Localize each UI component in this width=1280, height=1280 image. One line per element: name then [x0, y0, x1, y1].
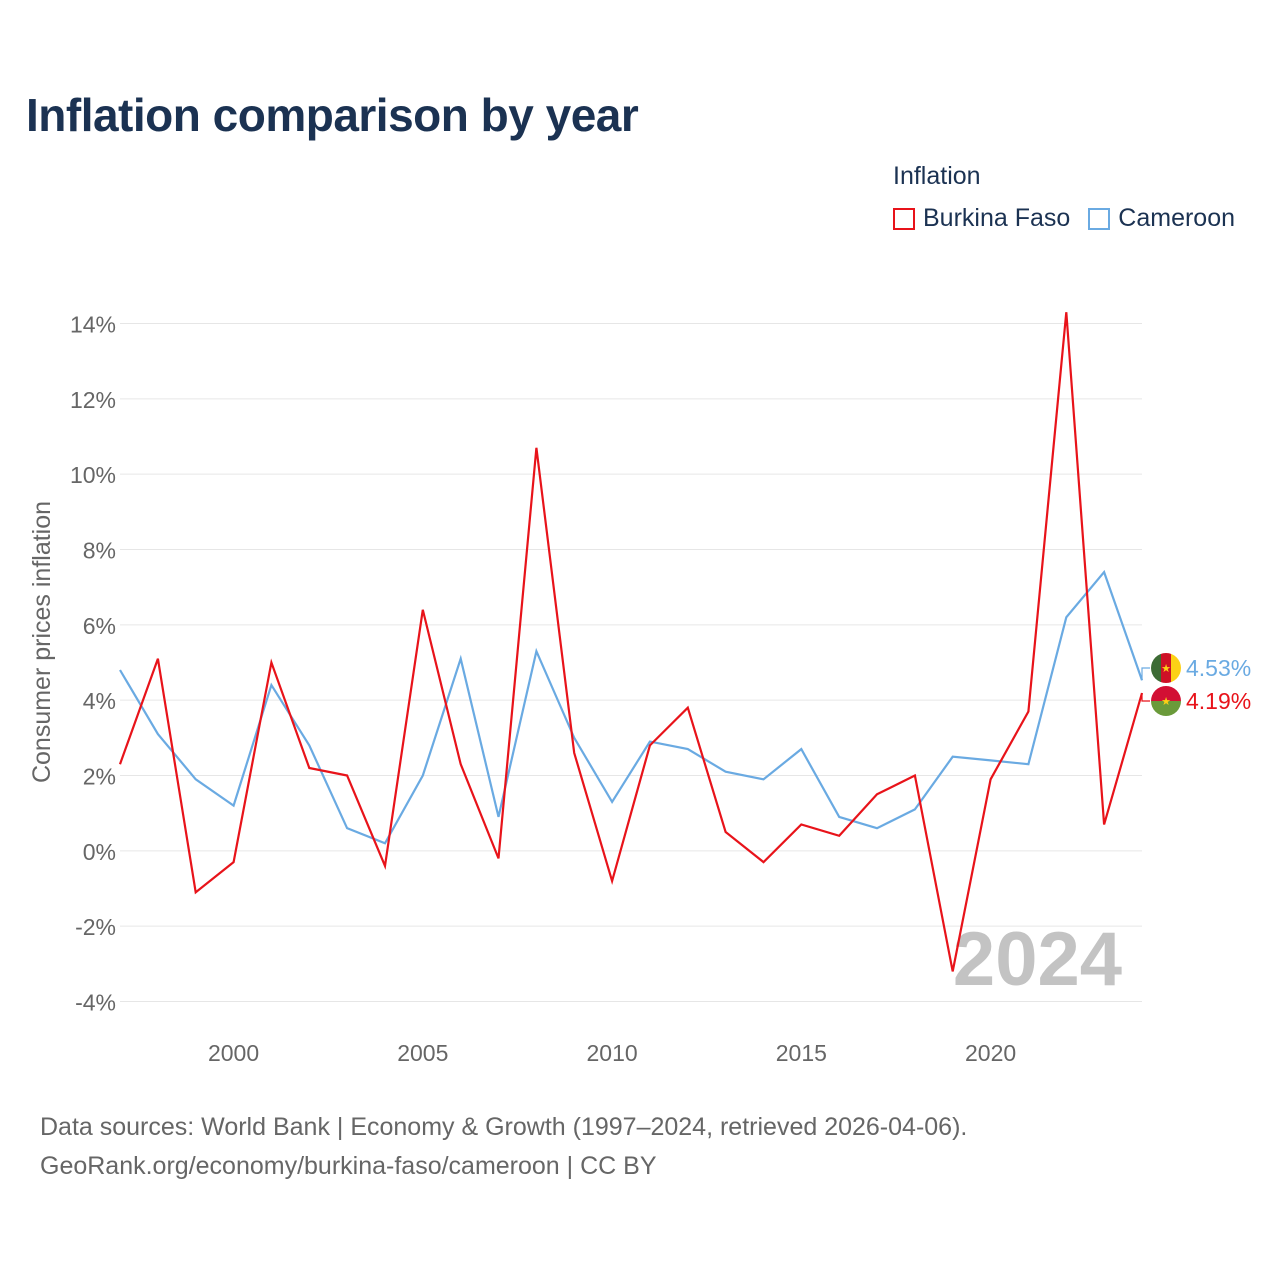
y-tick-label: 2% [83, 764, 116, 790]
footer-link[interactable]: GeoRank.org/economy/burkina-faso/cameroo… [40, 1152, 657, 1180]
y-tick-label: -4% [75, 990, 116, 1016]
y-tick-label: 14% [70, 312, 116, 338]
series-lines [118, 312, 1144, 972]
end-markers: ★ 4.19% ★ 4.53% [1141, 653, 1251, 716]
series-line-burkina-faso [118, 312, 1144, 972]
legend-item-burkina-faso[interactable]: Burkina Faso [893, 204, 1070, 233]
legend-item-cameroon[interactable]: Cameroon [1088, 204, 1235, 233]
y-tick-label: 6% [83, 613, 116, 639]
y-tick-label: 0% [83, 839, 116, 865]
footer: Data sources: World Bank | Economy & Gro… [40, 1108, 967, 1186]
x-tick-label: 2010 [586, 1040, 637, 1066]
year-watermark: 2024 [953, 917, 1122, 1002]
y-tick-label: 8% [83, 538, 116, 564]
chart-title: Inflation comparison by year [26, 89, 639, 141]
end-label-cameroon: 4.53% [1186, 655, 1251, 681]
x-tick-label: 2015 [776, 1040, 827, 1066]
y-tick-label: 4% [83, 688, 116, 714]
y-axis-title: Consumer prices inflation [28, 501, 56, 783]
legend-swatch-burkina-faso [893, 207, 915, 230]
footer-sources: Data sources: World Bank | Economy & Gro… [40, 1113, 968, 1141]
gridlines [120, 323, 1142, 1002]
legend-label-burkina-faso: Burkina Faso [923, 204, 1071, 232]
y-tick-label: -2% [75, 914, 116, 940]
star-icon: ★ [1161, 663, 1171, 675]
legend: Burkina Faso Cameroon [893, 204, 1253, 233]
y-tick-label: 12% [70, 387, 116, 413]
legend-title: Inflation [893, 162, 981, 190]
series-line-cameroon [119, 569, 1144, 845]
legend-label-cameroon: Cameroon [1118, 204, 1236, 232]
y-axis-tick-labels: -4% -2% 0% 2% 4% 6% 8% 10% 12% 14% [70, 312, 116, 1016]
end-connector-cameroon [1141, 667, 1150, 681]
x-axis-tick-labels: 2000 2005 2010 2015 2020 [208, 1040, 1016, 1066]
star-icon: ★ [1161, 696, 1171, 708]
flag-icon-cameroon: ★ [1151, 653, 1181, 683]
x-tick-label: 2020 [965, 1040, 1016, 1066]
x-tick-label: 2000 [208, 1040, 259, 1066]
y-tick-label: 10% [70, 462, 116, 488]
x-tick-label: 2005 [397, 1040, 448, 1066]
end-connector-burkina-faso [1141, 693, 1150, 702]
end-label-burkina-faso: 4.19% [1186, 688, 1251, 714]
legend-swatch-cameroon [1088, 207, 1111, 230]
flag-icon-burkina-faso: ★ [1151, 686, 1181, 716]
